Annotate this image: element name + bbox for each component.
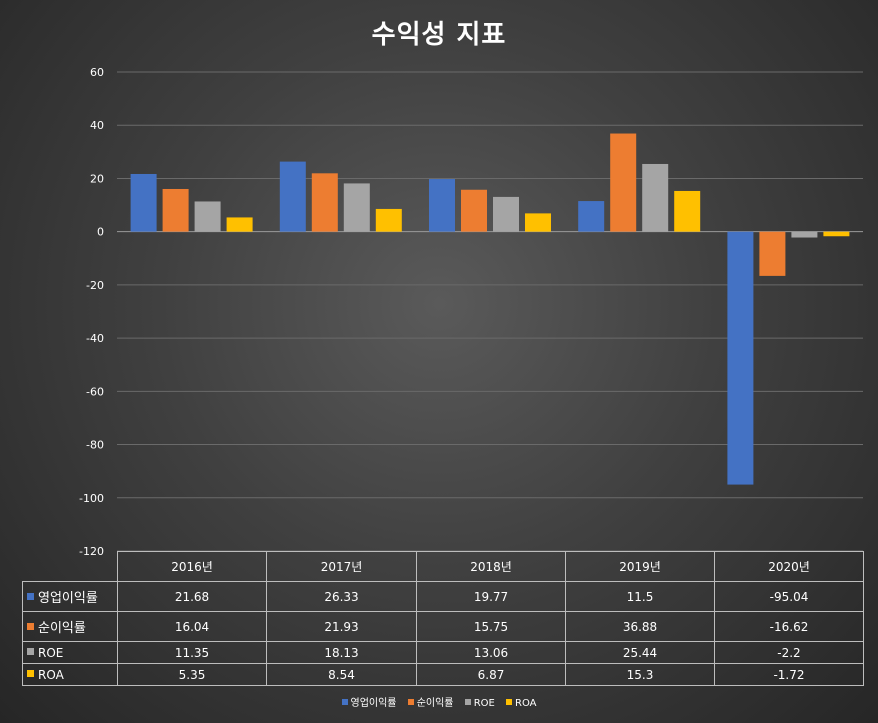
legend-swatch [464,699,471,705]
table-cell: 13.06 [416,641,566,664]
bar [493,196,519,232]
table-header-row: 2016년 2017년 2018년 2019년 2020년 [22,551,864,582]
table-row-header: ROE [22,641,118,664]
table-cell: -1.72 [714,663,864,686]
bar [578,201,605,232]
chart-legend: 영업이익률 순이익률 ROE ROA [0,694,878,709]
table-cell: -2.2 [714,641,864,664]
y-tick-label: 40 [90,119,104,132]
bar [194,201,221,232]
bar [130,173,157,232]
bar [279,161,306,232]
bar [226,217,253,232]
legend-swatch [506,699,513,705]
table-cell: 15.75 [416,611,566,642]
table-cell: 16.04 [117,611,267,642]
series-swatch [27,623,34,630]
y-tick-label: -100 [79,492,104,505]
legend-item: 순이익률 [407,694,454,709]
bar [642,163,669,232]
legend-item: ROE [464,698,495,709]
table-row: ROA 5.35 8.54 6.87 15.3 -1.72 [22,663,864,686]
table-cell: 11.5 [565,581,715,612]
series-name: 영업이익률 [38,591,98,606]
bar [429,179,455,232]
table-cell: -16.62 [714,611,864,642]
bar [461,189,487,232]
table-row: 순이익률 16.04 21.93 15.75 36.88 -16.62 [22,611,864,642]
table-cell: 21.68 [117,581,267,612]
series-name: 순이익률 [38,621,86,636]
table-cell: 6.87 [416,663,566,686]
legend-label: 순이익률 [416,698,454,709]
y-tick-label: 0 [97,226,104,239]
table-cell: 5.35 [117,663,267,686]
y-tick-label: -80 [86,439,104,452]
table-row: ROE 11.35 18.13 13.06 25.44 -2.2 [22,641,864,664]
bar [823,231,850,237]
bar [311,173,338,232]
table-cell: 11.35 [117,641,267,664]
legend-item: ROA [506,698,537,709]
table-cell: 26.33 [266,581,417,612]
y-tick-label: -40 [86,332,104,345]
legend-label: 영업이익률 [350,698,397,709]
bar [674,190,701,232]
table-row-header: 영업이익률 [22,581,118,612]
legend-item: 영업이익률 [341,694,397,709]
table-header-cell: 2016년 [117,551,267,582]
legend-swatch [341,699,348,705]
table-cell: 25.44 [565,641,715,664]
bar [525,213,551,232]
table-cell: 19.77 [416,581,566,612]
data-table: 2016년 2017년 2018년 2019년 2020년 영업이익률 21.6… [22,551,864,686]
table-cell: 36.88 [565,611,715,642]
table-row-header: 순이익률 [22,611,118,642]
series-swatch [27,669,34,677]
table-header-cell: 2019년 [565,551,715,582]
bar [375,208,402,232]
table-cell: 18.13 [266,641,417,664]
legend-label: ROA [515,698,537,709]
series-name: ROE [38,645,64,660]
y-tick-label: 60 [90,66,104,79]
legend-swatch [407,699,414,705]
legend-label: ROE [473,698,495,709]
table-header-cell: 2020년 [714,551,864,582]
bar [791,231,818,238]
bar [727,231,754,485]
table-cell: 15.3 [565,663,715,686]
y-tick-label: 20 [90,172,104,185]
y-tick-label: -20 [86,279,104,292]
series-swatch [27,647,34,655]
table-row: 영업이익률 21.68 26.33 19.77 11.5 -95.04 [22,581,864,612]
series-swatch [27,593,34,600]
bar [610,133,637,232]
table-cell: 8.54 [266,663,417,686]
table-header-cell: 2017년 [266,551,417,582]
y-tick-label: -60 [86,385,104,398]
series-name: ROA [38,667,64,682]
table-cell: -95.04 [714,581,864,612]
table-row-header: ROA [22,663,118,686]
table-cell: 21.93 [266,611,417,642]
table-corner [22,551,118,582]
table-header-cell: 2018년 [416,551,566,582]
bar [343,183,370,232]
chart-title: 수익성 지표 [371,20,507,50]
bar [162,188,189,232]
bar [759,231,786,276]
